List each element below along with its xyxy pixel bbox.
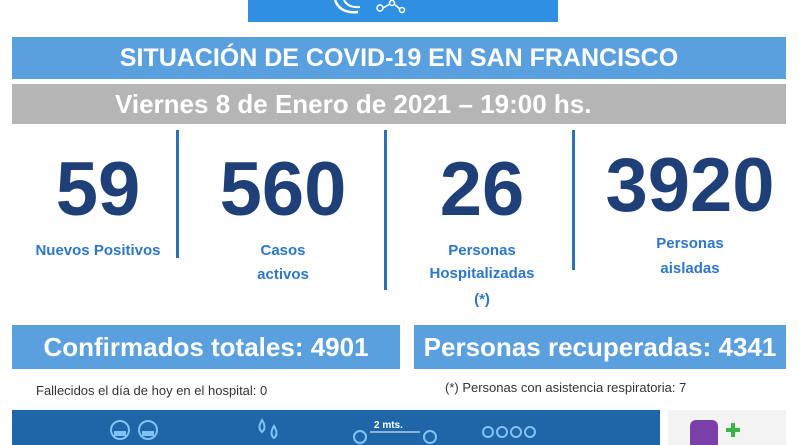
stat-hospitalized-label-line1: Personas (448, 242, 516, 259)
prevention-strip: 2 mts. (12, 410, 660, 445)
stat-isolated-value: 3920 (605, 143, 775, 228)
people-masks-icon (110, 420, 158, 440)
group-people-icon (482, 426, 536, 438)
stat-new-positives-value: 59 (55, 147, 141, 232)
deaths-note: Fallecidos el día de hoy en el hospital:… (36, 383, 268, 398)
stat-isolated-label-line2: aisladas (660, 260, 720, 277)
top-banner (248, 0, 558, 22)
virus-logo-icon (333, 0, 406, 14)
hand-wash-drops-icon (258, 418, 278, 440)
column-divider (176, 130, 179, 258)
stat-active-cases-label-line2: activos (257, 266, 309, 283)
stat-active-cases-value: 560 (219, 147, 347, 232)
column-divider (384, 130, 387, 290)
respiratory-note: (*) Personas con asistencia respiratoria… (445, 380, 687, 395)
stat-hospitalized-value: 26 (439, 147, 525, 232)
stat-hospitalized-label-line3: (*) (474, 291, 490, 308)
stat-active-cases-label-line1: Casos (260, 242, 306, 259)
recovered-total-box: Personas recuperadas: 4341 (414, 325, 786, 369)
stat-hospitalized-label-line2: Hospitalizadas (429, 265, 535, 282)
distance-label: 2 mts. (374, 420, 403, 431)
stat-new-positives-label: Nuevos Positivos (35, 242, 161, 259)
confirmed-total-box: Confirmados totales: 4901 (12, 325, 400, 369)
page-title: SITUACIÓN DE COVID-19 EN SAN FRANCISCO (12, 37, 786, 79)
social-distance-icon (353, 430, 437, 444)
date-banner: Viernes 8 de Enero de 2021 – 19:00 hs. (12, 84, 786, 124)
stat-isolated-label-line1: Personas (656, 235, 724, 252)
health-logo-icon (668, 410, 786, 445)
date-text: Viernes 8 de Enero de 2021 – 19:00 hs. (115, 89, 592, 119)
column-divider (572, 130, 575, 270)
